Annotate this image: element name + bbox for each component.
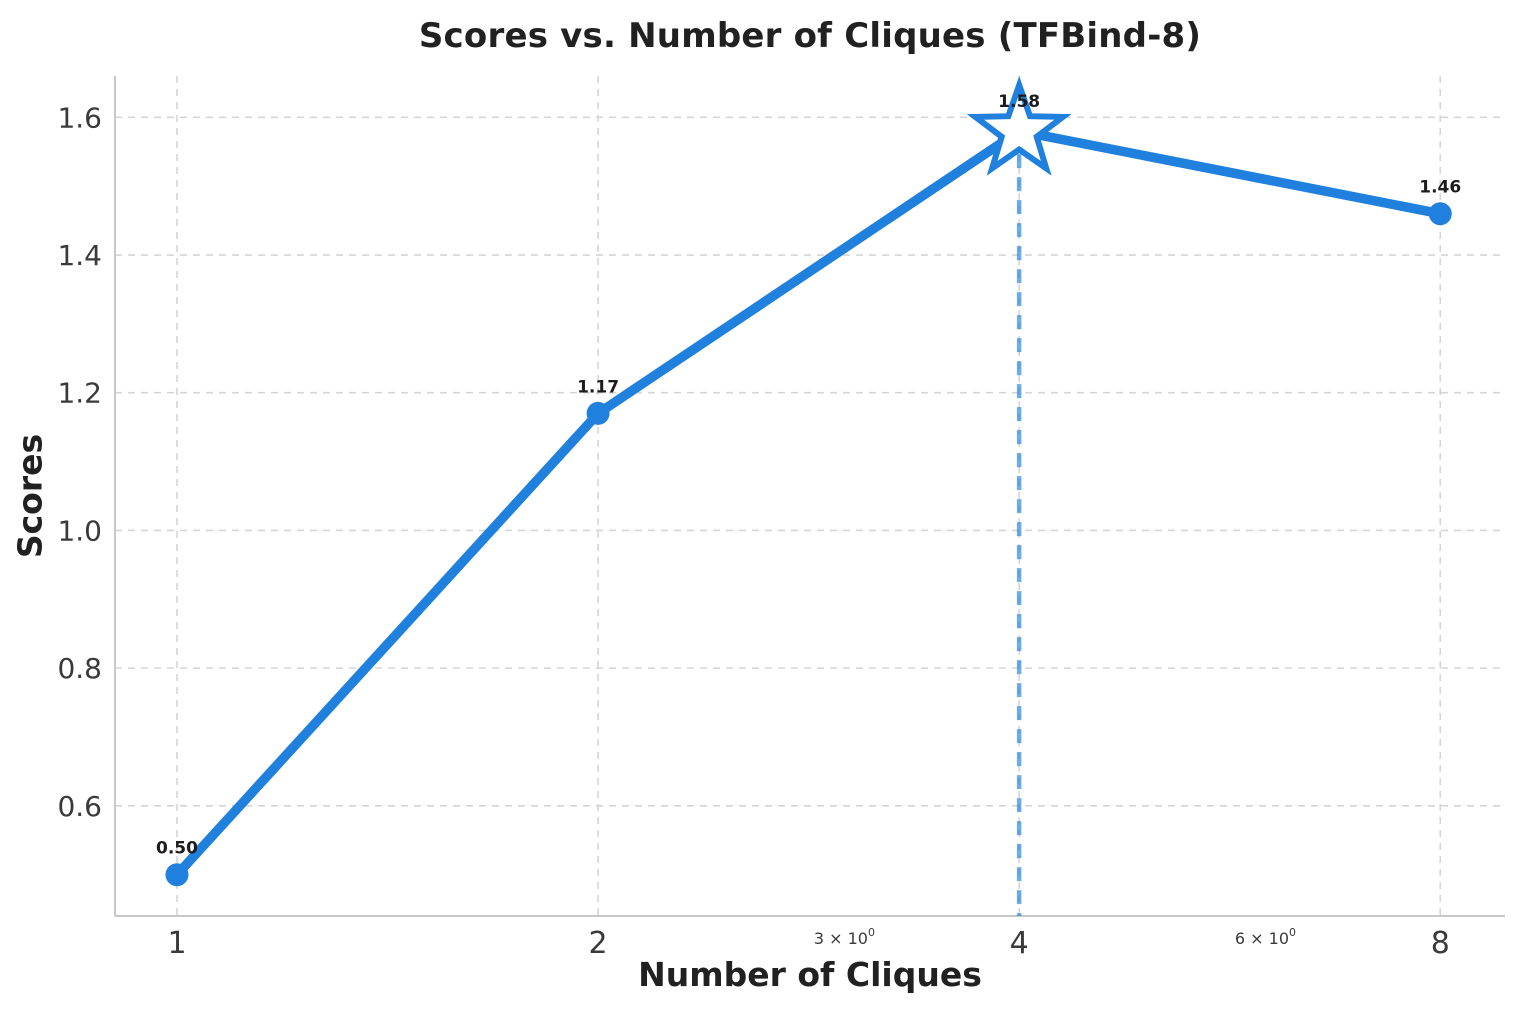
- chart-title: Scores vs. Number of Cliques (TFBind-8): [418, 16, 1202, 56]
- data-point-marker: [1428, 202, 1452, 226]
- point-value-label: 1.17: [577, 377, 619, 397]
- y-tick-label: 1.4: [57, 239, 102, 272]
- point-value-label: 1.46: [1419, 178, 1461, 198]
- x-tick-label: 4: [1010, 926, 1029, 961]
- x-minor-tick-label: 6 × 100: [1235, 926, 1296, 948]
- best-point-star: [966, 75, 1072, 176]
- x-tick-label: 8: [1431, 926, 1450, 961]
- x-tick-label: 2: [589, 926, 608, 961]
- data-point-marker: [586, 401, 610, 425]
- point-value-label: 0.50: [156, 839, 198, 859]
- x-minor-tick-label: 3 × 100: [814, 926, 875, 948]
- y-tick-label: 1.6: [57, 101, 102, 134]
- y-tick-label: 0.8: [57, 652, 102, 685]
- y-tick-label: 1.2: [57, 377, 102, 410]
- x-axis-label: Number of Cliques: [638, 955, 982, 994]
- data-point-marker: [165, 863, 189, 887]
- x-tick-label: 1: [167, 926, 186, 961]
- point-value-label: 1.58: [998, 92, 1040, 112]
- series-line: [172, 126, 1445, 880]
- y-tick-label: 1.0: [57, 514, 102, 547]
- y-tick-label: 0.6: [57, 790, 102, 823]
